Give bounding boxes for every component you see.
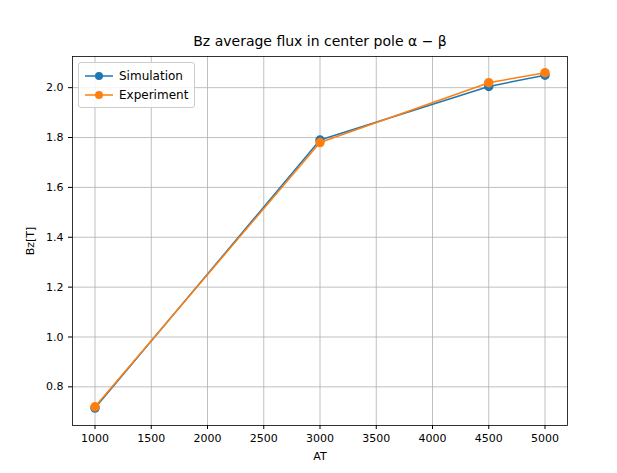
html-text:Simulation: Simulation [119, 68, 183, 83]
svg-text:2500: 2500 [250, 432, 278, 445]
svg-text:1.2: 1.2 [46, 281, 64, 294]
svg-text:1500: 1500 [137, 432, 165, 445]
svg-text:AT: AT [313, 450, 327, 463]
svg-text:1.8: 1.8 [46, 131, 64, 144]
svg-text:3500: 3500 [362, 432, 390, 445]
svg-text:0.8: 0.8 [46, 380, 64, 393]
svg-text:Bz[T]: Bz[T] [24, 227, 37, 256]
svg-text:2.0: 2.0 [46, 81, 64, 94]
svg-text:4500: 4500 [475, 432, 503, 445]
svg-text:1000: 1000 [81, 432, 109, 445]
html-text:Experiment: Experiment [119, 87, 189, 102]
svg-text:3000: 3000 [306, 432, 334, 445]
svg-text:1.0: 1.0 [46, 331, 64, 344]
svg-text:5000: 5000 [531, 432, 559, 445]
svg-text:2000: 2000 [194, 432, 222, 445]
svg-text:4000: 4000 [419, 432, 447, 445]
svg-text:Bz average flux in center pole: Bz average flux in center pole α − β [193, 33, 447, 49]
svg-text:1.6: 1.6 [46, 181, 64, 194]
svg-text:1.4: 1.4 [46, 231, 64, 244]
